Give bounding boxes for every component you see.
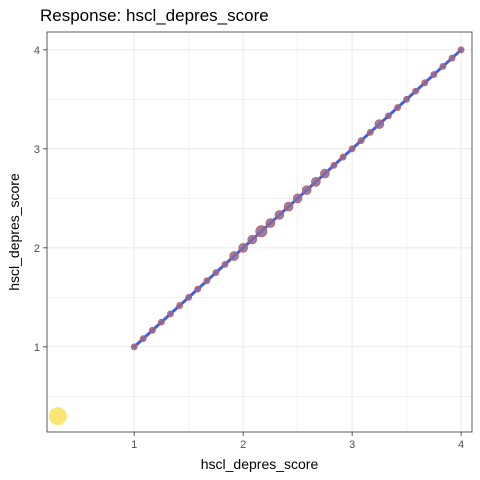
data-point	[167, 310, 174, 318]
data-point	[412, 87, 420, 95]
data-point	[203, 277, 211, 285]
y-axis-label: hscl_depres_score	[6, 173, 22, 291]
data-point	[439, 62, 447, 70]
data-point	[247, 234, 257, 245]
data-point	[292, 193, 303, 204]
data-point	[311, 177, 321, 187]
data-point	[330, 161, 338, 169]
x-tick-label: 4	[458, 439, 464, 451]
data-point	[348, 145, 356, 153]
chart-title: Response: hscl_depres_score	[40, 6, 269, 25]
data-point	[421, 79, 429, 87]
data-point	[403, 95, 411, 103]
data-point	[185, 293, 193, 301]
data-point	[158, 318, 165, 326]
data-point	[283, 201, 294, 212]
data-point	[255, 225, 268, 238]
x-tick-label: 1	[131, 439, 137, 451]
x-tick-label: 3	[349, 439, 355, 451]
y-tick-label: 4	[34, 45, 40, 57]
data-point	[320, 168, 330, 179]
x-axis-label: hscl_depres_score	[201, 456, 319, 472]
data-point	[139, 335, 147, 343]
data-point	[194, 285, 202, 293]
data-point	[448, 54, 456, 62]
data-point	[366, 128, 374, 136]
data-point	[301, 185, 312, 195]
data-point	[385, 112, 392, 120]
x-tick-label: 2	[240, 439, 246, 451]
data-point	[357, 137, 365, 145]
data-point	[430, 71, 438, 78]
data-point	[457, 46, 465, 54]
panel-border	[46, 31, 473, 433]
data-point	[265, 218, 276, 228]
y-tick-label: 2	[34, 243, 40, 255]
data-point	[229, 251, 239, 261]
data-point	[238, 243, 248, 253]
data-point	[374, 119, 385, 129]
data-point	[212, 269, 220, 276]
highlight-point	[48, 407, 67, 426]
points-layer	[48, 46, 465, 426]
data-point	[339, 153, 347, 161]
data-point	[176, 302, 184, 309]
x-axis-ticks: 1 2 3 4	[131, 432, 464, 451]
y-tick-label: 1	[34, 342, 40, 354]
y-tick-label: 3	[34, 144, 40, 156]
grid	[47, 32, 472, 432]
data-point	[148, 326, 156, 334]
y-axis-ticks: 1 2 3 4	[34, 45, 47, 354]
data-point	[221, 260, 229, 268]
data-point	[394, 104, 401, 111]
data-point	[274, 210, 285, 220]
data-point	[130, 343, 138, 351]
